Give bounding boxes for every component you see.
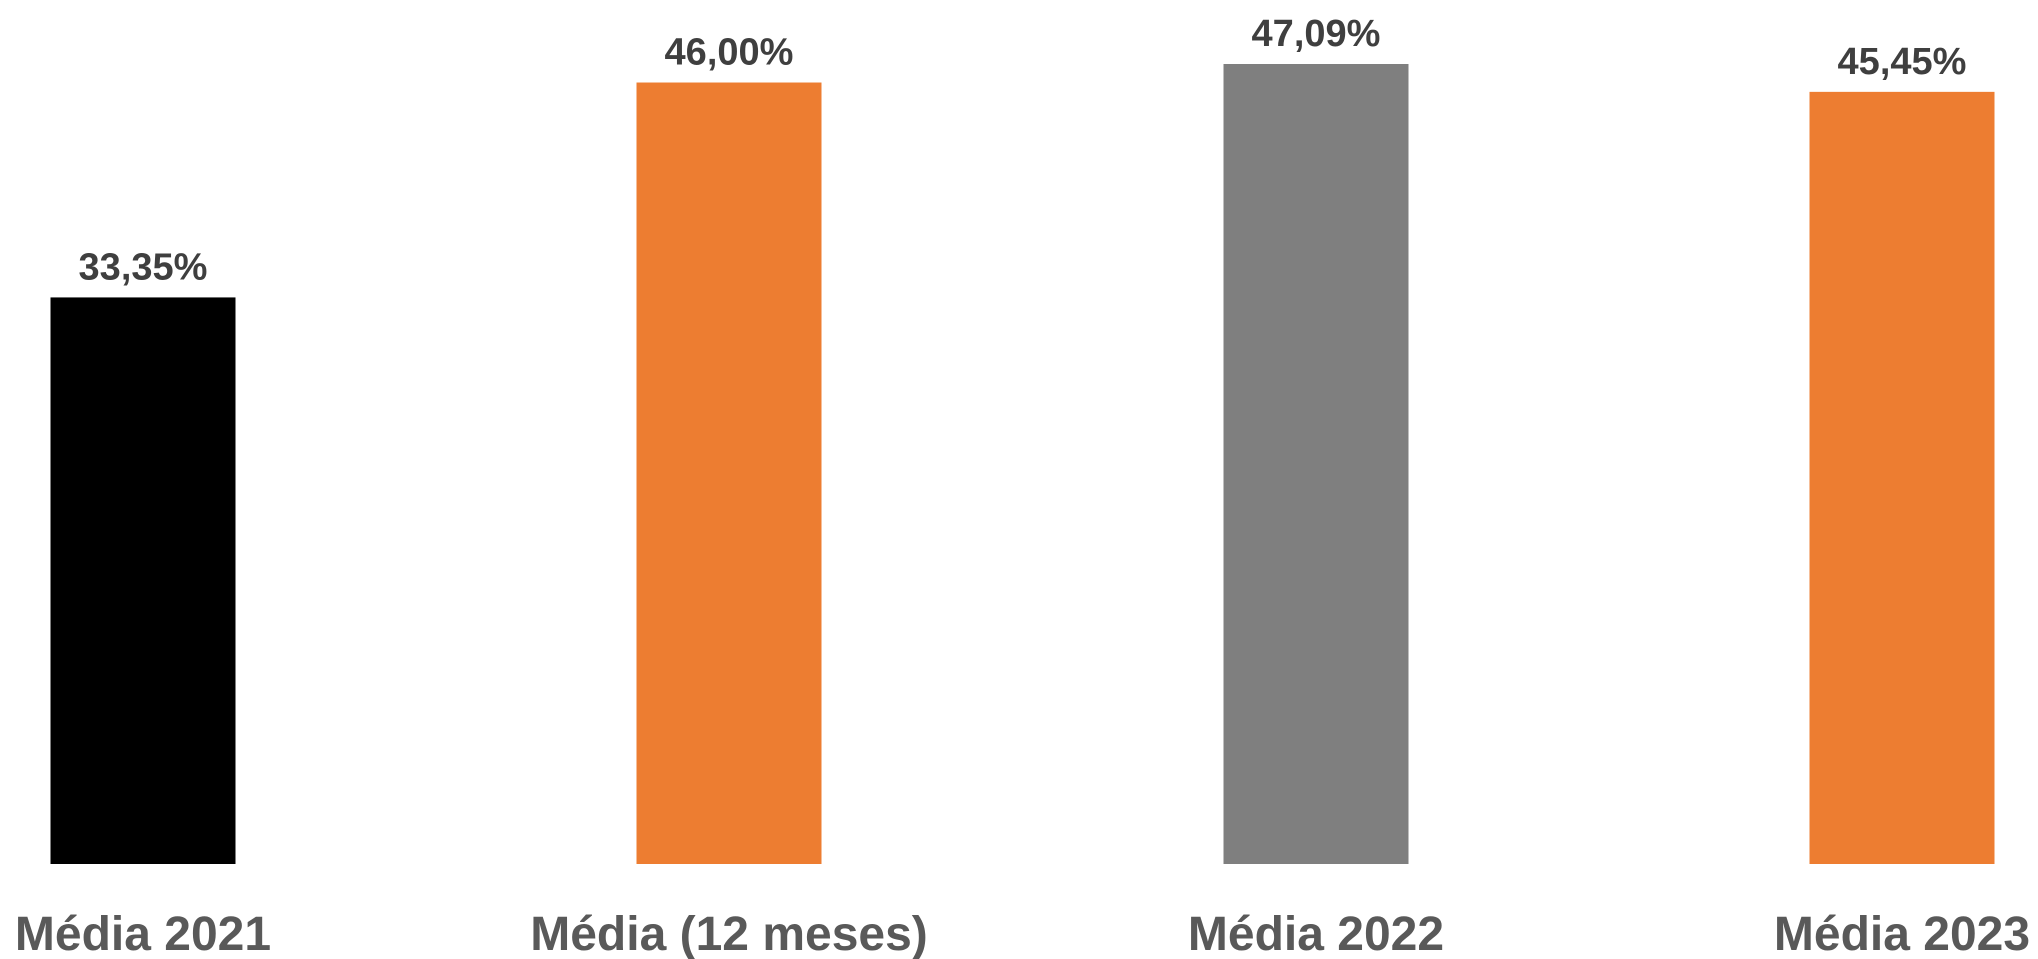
data-label: 33,35% [79, 246, 208, 288]
data-label: 46,00% [665, 32, 794, 74]
category-label: Média 2023 [1774, 908, 2030, 959]
bar [636, 82, 822, 865]
category-label: Média (12 meses) [530, 908, 928, 959]
category-label: Média 2022 [1188, 908, 1444, 959]
data-label: 47,09% [1252, 13, 1381, 55]
bar [1809, 91, 1995, 864]
category-label: Média 2021 [15, 908, 271, 959]
bar [1223, 64, 1409, 864]
data-label: 45,45% [1838, 41, 1967, 83]
bar [50, 297, 236, 864]
